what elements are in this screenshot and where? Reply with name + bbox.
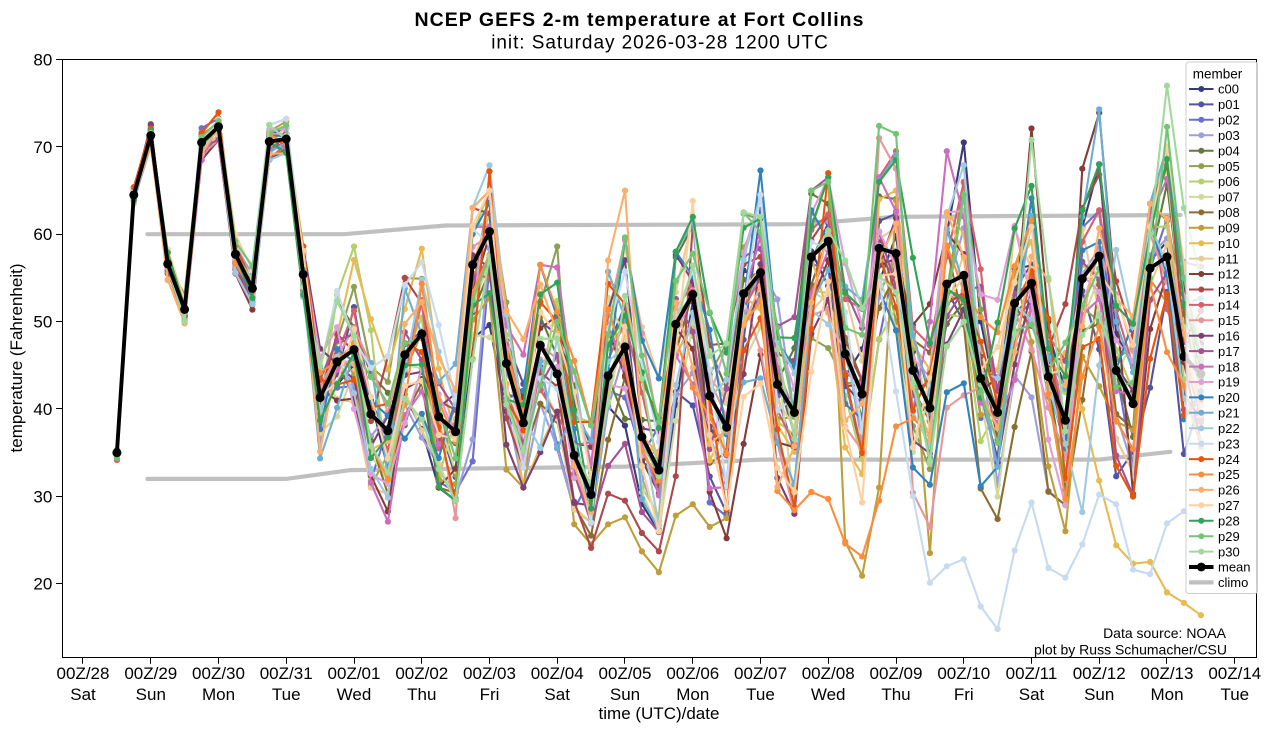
svg-text:Mon: Mon [1150,685,1183,704]
svg-text:00Z/08: 00Z/08 [802,664,855,683]
svg-text:p15: p15 [1218,313,1240,328]
svg-text:Sun: Sun [610,685,640,704]
svg-text:p19: p19 [1218,375,1240,390]
svg-text:Tue: Tue [746,685,775,704]
svg-text:Mon: Mon [202,685,235,704]
svg-text:p20: p20 [1218,390,1240,405]
svg-text:00Z/10: 00Z/10 [937,664,990,683]
svg-text:p18: p18 [1218,359,1240,374]
svg-text:Mon: Mon [676,685,709,704]
svg-text:70: 70 [33,138,52,157]
svg-text:Tue: Tue [272,685,301,704]
svg-text:00Z/12: 00Z/12 [1073,664,1126,683]
svg-text:p22: p22 [1218,421,1240,436]
svg-text:p24: p24 [1218,452,1240,467]
svg-text:00Z/06: 00Z/06 [666,664,719,683]
svg-text:00Z/29: 00Z/29 [124,664,177,683]
svg-text:00Z/13: 00Z/13 [1141,664,1194,683]
svg-text:00Z/05: 00Z/05 [599,664,652,683]
svg-text:p29: p29 [1218,529,1240,544]
svg-text:member: member [1193,67,1243,82]
svg-text:00Z/09: 00Z/09 [870,664,923,683]
svg-text:00Z/30: 00Z/30 [192,664,245,683]
svg-text:50: 50 [33,313,52,332]
svg-text:p28: p28 [1218,514,1240,529]
svg-text:p26: p26 [1218,483,1240,498]
svg-text:40: 40 [33,400,52,419]
svg-text:Sat: Sat [544,685,570,704]
svg-text:p01: p01 [1218,97,1240,112]
svg-text:00Z/28: 00Z/28 [57,664,110,683]
svg-text:p07: p07 [1218,190,1240,205]
svg-text:00Z/31: 00Z/31 [260,664,313,683]
svg-text:plot by Russ Schumacher/CSU: plot by Russ Schumacher/CSU [1034,642,1227,658]
svg-text:Wed: Wed [337,685,372,704]
svg-text:00Z/02: 00Z/02 [395,664,448,683]
svg-text:mean: mean [1218,560,1251,575]
svg-text:p23: p23 [1218,436,1240,451]
svg-text:Sun: Sun [136,685,166,704]
svg-text:Fri: Fri [954,685,974,704]
svg-text:c00: c00 [1218,82,1239,97]
svg-text:p09: p09 [1218,221,1240,236]
svg-text:30: 30 [33,487,52,506]
svg-text:p21: p21 [1218,406,1240,421]
svg-text:00Z/07: 00Z/07 [734,664,787,683]
svg-text:00Z/03: 00Z/03 [463,664,516,683]
svg-text:time (UTC)/date: time (UTC)/date [599,704,720,723]
svg-text:p11: p11 [1218,251,1239,266]
svg-text:Tue: Tue [1220,685,1249,704]
svg-text:p10: p10 [1218,236,1240,251]
svg-text:p04: p04 [1218,143,1240,158]
svg-text:Data source: NOAA: Data source: NOAA [1103,625,1227,641]
svg-text:p13: p13 [1218,282,1240,297]
svg-text:Sun: Sun [1084,685,1114,704]
svg-text:p14: p14 [1218,298,1240,313]
svg-text:00Z/04: 00Z/04 [531,664,584,683]
svg-text:NCEP GEFS 2-m temperature at F: NCEP GEFS 2-m temperature at Fort Collin… [414,9,864,31]
svg-text:00Z/14: 00Z/14 [1208,664,1261,683]
svg-text:p30: p30 [1218,544,1240,559]
svg-text:p02: p02 [1218,113,1240,128]
svg-text:Thu: Thu [881,685,910,704]
svg-text:p27: p27 [1218,498,1240,513]
svg-text:Thu: Thu [407,685,436,704]
svg-text:p03: p03 [1218,128,1240,143]
svg-text:p12: p12 [1218,267,1240,282]
svg-text:Wed: Wed [811,685,846,704]
svg-text:20: 20 [33,575,52,594]
svg-text:Sat: Sat [70,685,96,704]
svg-text:60: 60 [33,225,52,244]
svg-text:init: Saturday 2026-03-28 1200: init: Saturday 2026-03-28 1200 UTC [491,33,829,54]
svg-text:p06: p06 [1218,174,1240,189]
svg-text:p17: p17 [1218,344,1240,359]
svg-text:climo: climo [1218,575,1248,590]
svg-text:p16: p16 [1218,328,1240,343]
svg-text:00Z/11: 00Z/11 [1006,664,1058,683]
svg-text:temperature (Fahrenheit): temperature (Fahrenheit) [7,264,26,453]
svg-text:00Z/01: 00Z/01 [328,664,381,683]
svg-text:p05: p05 [1218,159,1240,174]
svg-text:Fri: Fri [480,685,500,704]
svg-text:Sat: Sat [1019,685,1045,704]
svg-text:p25: p25 [1218,467,1240,482]
svg-text:p08: p08 [1218,205,1240,220]
svg-text:80: 80 [33,51,52,70]
